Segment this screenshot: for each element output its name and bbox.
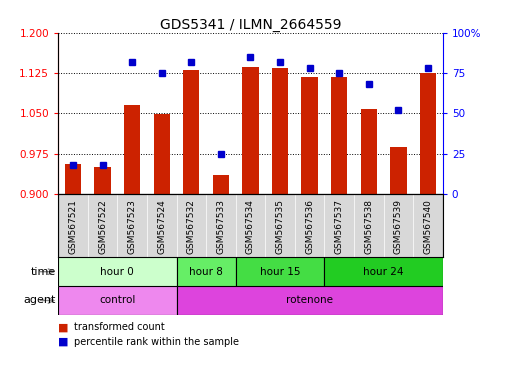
Text: transformed count: transformed count: [74, 322, 165, 332]
Bar: [176, 257, 235, 286]
Text: GSM567536: GSM567536: [305, 199, 314, 254]
Bar: [271, 68, 288, 194]
Bar: [419, 73, 435, 194]
Bar: [94, 167, 111, 194]
Text: hour 0: hour 0: [100, 266, 134, 277]
Bar: [58, 286, 176, 315]
Bar: [58, 257, 176, 286]
Text: GSM567532: GSM567532: [186, 199, 195, 254]
Bar: [360, 109, 376, 194]
Text: hour 15: hour 15: [259, 266, 299, 277]
Text: agent: agent: [23, 295, 56, 306]
Bar: [235, 257, 324, 286]
Text: GSM567521: GSM567521: [68, 199, 77, 254]
Bar: [183, 70, 199, 194]
Text: ■: ■: [58, 337, 69, 347]
Text: GSM567538: GSM567538: [364, 199, 373, 254]
Title: GDS5341 / ILMN_2664559: GDS5341 / ILMN_2664559: [160, 18, 340, 31]
Text: hour 8: hour 8: [189, 266, 223, 277]
Bar: [124, 105, 140, 194]
Text: GSM567524: GSM567524: [157, 199, 166, 254]
Text: ■: ■: [58, 322, 69, 332]
Text: hour 24: hour 24: [363, 266, 403, 277]
Text: GSM567539: GSM567539: [393, 199, 402, 254]
Text: GSM567533: GSM567533: [216, 199, 225, 254]
Text: control: control: [99, 295, 135, 306]
Text: GSM567534: GSM567534: [245, 199, 255, 254]
Text: GSM567523: GSM567523: [127, 199, 136, 254]
Bar: [324, 257, 442, 286]
Text: GSM567522: GSM567522: [98, 199, 107, 254]
Text: GSM567535: GSM567535: [275, 199, 284, 254]
Bar: [65, 164, 81, 194]
Bar: [242, 66, 258, 194]
Bar: [301, 77, 317, 194]
Bar: [154, 114, 170, 194]
Text: percentile rank within the sample: percentile rank within the sample: [74, 337, 239, 347]
Text: GSM567540: GSM567540: [423, 199, 432, 254]
Text: time: time: [30, 266, 56, 277]
Text: GSM567537: GSM567537: [334, 199, 343, 254]
Bar: [389, 147, 406, 194]
Text: rotenone: rotenone: [285, 295, 332, 306]
Bar: [212, 175, 229, 194]
Bar: [176, 286, 442, 315]
Bar: [330, 77, 346, 194]
